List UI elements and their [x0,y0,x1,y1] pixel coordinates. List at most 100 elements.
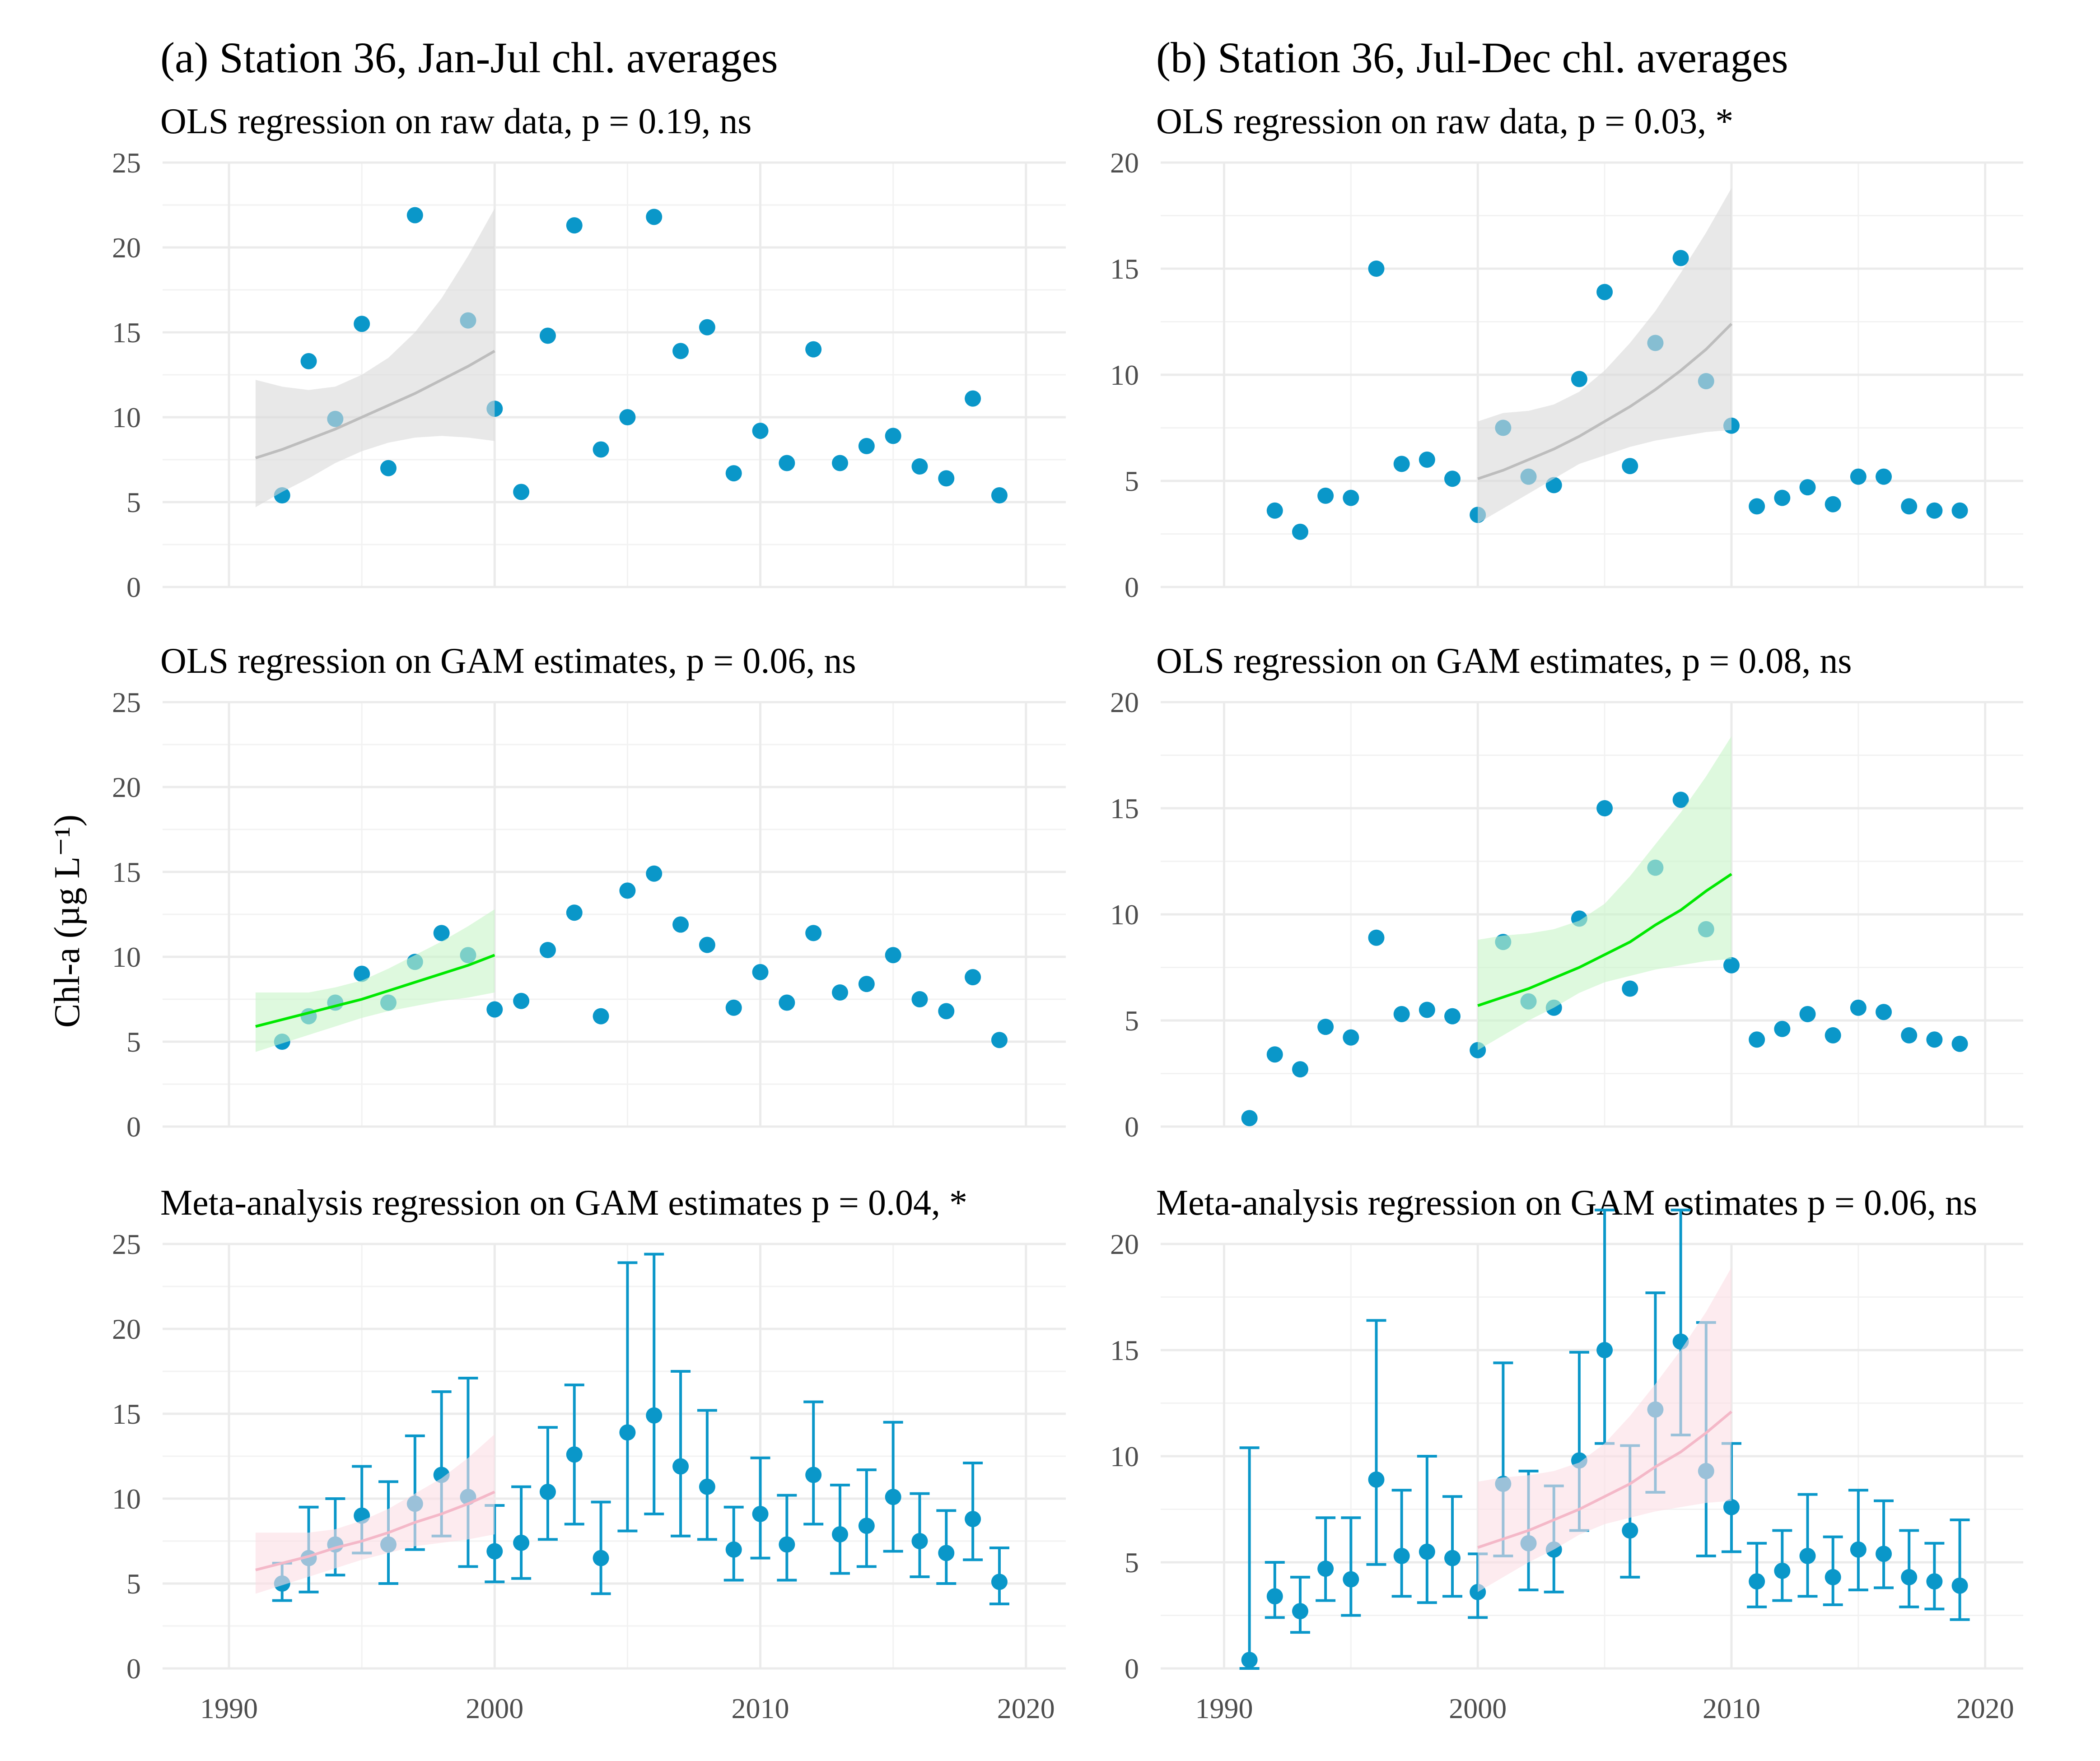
data-point [1850,1541,1867,1558]
data-point [725,999,742,1016]
x-tick-label: 2020 [1956,1692,2014,1724]
chart-subtitle: OLS regression on GAM estimates, p = 0.0… [160,641,856,681]
data-point [1926,502,1943,519]
x-tick-label: 2010 [732,1692,789,1724]
y-tick-label: 20 [1110,1228,1139,1260]
y-tick-label: 15 [112,317,141,349]
chart-subtitle: OLS regression on GAM estimates, p = 0.0… [1156,641,1852,681]
data-point [1596,1342,1613,1358]
data-point [486,1543,503,1560]
data-point [672,1458,689,1475]
data-point [911,991,928,1007]
x-tick-label: 2000 [1449,1692,1507,1724]
data-point [380,460,397,476]
data-point [805,925,822,941]
y-tick-label: 15 [1110,1334,1139,1366]
data-point [672,916,689,933]
data-point [1393,1006,1410,1022]
data-point [1266,1046,1283,1063]
data-point [1622,1522,1638,1539]
data-point [832,984,848,1001]
data-point [1241,1652,1258,1668]
data-point [1774,1562,1791,1579]
data-point [725,1541,742,1558]
data-point [1393,456,1410,472]
data-point [406,207,423,224]
data-point [1774,1020,1791,1037]
data-point [752,423,769,439]
y-tick-label: 0 [1125,571,1139,603]
data-point [1672,792,1689,808]
y-tick-label: 15 [112,1398,141,1430]
y-tick-label: 10 [112,941,141,973]
data-point [779,455,795,471]
x-tick-label: 2020 [997,1692,1055,1724]
data-point [1343,1571,1359,1588]
data-point [593,441,609,458]
x-tick-label: 1990 [1195,1692,1253,1724]
data-point [1901,1027,1918,1044]
x-tick-label: 2000 [466,1692,523,1724]
data-point [354,316,370,332]
y-tick-label: 10 [1110,359,1139,391]
data-point [991,1574,1008,1590]
data-point [1343,489,1359,506]
data-point [619,1424,636,1441]
y-tick-label: 5 [126,1568,141,1600]
data-point [1317,1561,1334,1577]
data-point [1368,1471,1385,1488]
data-point [779,1536,795,1553]
data-point [539,327,556,344]
data-point [646,1407,663,1424]
data-point [805,341,822,358]
confidence-band [255,909,495,1052]
y-tick-label: 5 [126,1026,141,1058]
data-point [1876,468,1892,485]
y-tick-label: 20 [112,232,141,264]
y-tick-label: 15 [1110,792,1139,825]
data-point [1266,502,1283,519]
y-tick-label: 10 [1110,899,1139,931]
data-point [1951,1035,1968,1052]
y-tick-label: 5 [126,486,141,518]
panel-a2: OLS regression on GAM estimates, p = 0.0… [112,641,1066,1143]
data-point [513,484,530,500]
data-point [566,217,583,234]
data-point [938,470,955,487]
data-point [885,1489,901,1505]
data-point [1419,1002,1435,1018]
data-point [1292,523,1308,540]
data-point [1571,371,1587,387]
trend-line [1477,1410,1732,1549]
data-point [1901,1569,1918,1585]
data-point [539,941,556,958]
y-tick-label: 0 [126,571,141,603]
chart-subtitle: OLS regression on raw data, p = 0.03, * [1156,102,1733,141]
y-tick-label: 25 [112,1228,141,1260]
data-point [1672,250,1689,266]
data-point [566,1446,583,1463]
data-point [1876,1546,1892,1562]
y-tick-label: 25 [112,686,141,718]
data-point [699,319,715,335]
data-point [832,455,848,471]
x-tick-label: 1990 [200,1692,258,1724]
data-point [1723,1499,1740,1515]
data-point [1951,502,1968,519]
data-point [858,438,875,454]
y-tick-label: 5 [1125,1005,1139,1037]
confidence-band [1478,1267,1731,1592]
data-point [1749,1573,1765,1590]
data-point [646,209,663,225]
data-point [779,994,795,1011]
y-tick-label: 25 [112,147,141,179]
data-point [1292,1603,1308,1620]
data-point [1825,1569,1841,1585]
chart-title: (a) Station 36, Jan-Jul chl. averages [160,33,778,82]
data-point [699,1478,715,1495]
chart-subtitle: Meta-analysis regression on GAM estimate… [160,1183,967,1223]
data-point [486,1001,503,1018]
data-point [1368,929,1385,946]
trend-line [1477,323,1733,480]
